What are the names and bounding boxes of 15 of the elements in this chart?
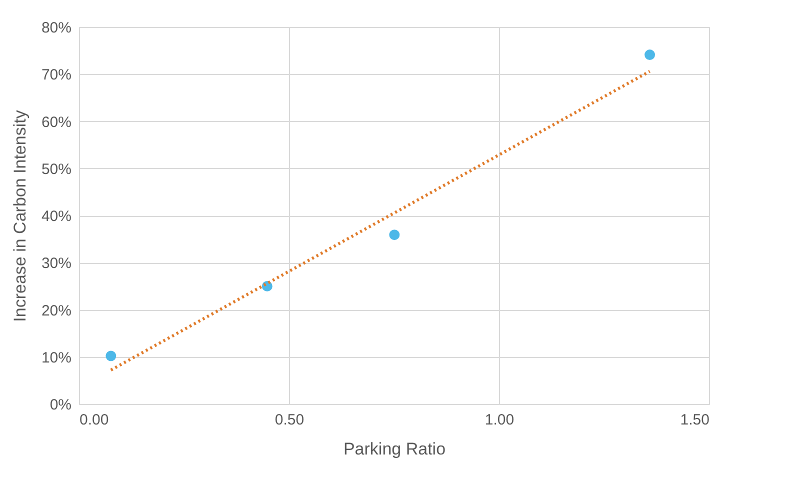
y-axis-title: Increase in Carbon Intensity — [10, 110, 30, 322]
y-tick-label: 40% — [41, 208, 72, 225]
x-axis-title: Parking Ratio — [343, 440, 446, 458]
x-tick-label: 1.00 — [484, 412, 514, 428]
x-tick-label: 1.50 — [680, 412, 710, 428]
y-tick-label: 50% — [41, 160, 72, 178]
x-tick-label: 0.50 — [274, 412, 304, 428]
y-tick-label: 60% — [41, 114, 72, 131]
x-tick-label: 0.00 — [80, 412, 109, 428]
y-tick-label: 30% — [41, 255, 72, 272]
y-tick-label: 10% — [41, 349, 72, 366]
y-tick-label: 20% — [41, 302, 72, 320]
y-tick-label: 70% — [41, 66, 72, 84]
y-tick-label: 80% — [41, 20, 72, 36]
y-tick-label: 0% — [50, 396, 72, 414]
